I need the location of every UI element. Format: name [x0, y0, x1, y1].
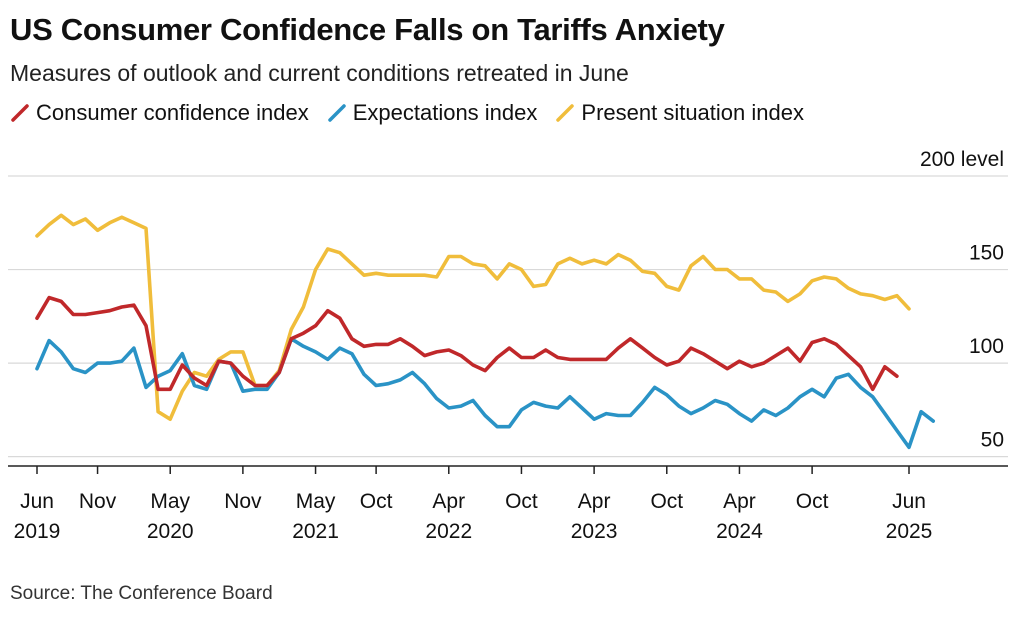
x-tick-label-2021-10: Oct [360, 490, 393, 513]
x-tick-label-2020-05: May [150, 490, 190, 513]
x-tick-label-2019-06: Jun [20, 490, 54, 513]
x-tick-year-2025: 2025 [886, 520, 933, 543]
x-tick-label-2022-04: Apr [432, 490, 465, 513]
x-tick-label-2022-10: Oct [505, 490, 538, 513]
x-tick-year-2020: 2020 [147, 520, 194, 543]
y-tick-label-200: 200 level [920, 148, 1004, 171]
x-tick-label-2024-04: Apr [723, 490, 756, 513]
y-axis-labels: 200 level 150 100 50 [920, 148, 1004, 452]
series-line-expectations-index [35, 336, 936, 450]
x-tick-year-2022: 2022 [425, 520, 472, 543]
x-tick-year-2021: 2021 [292, 520, 339, 543]
x-tick-label-2023-10: Oct [650, 490, 683, 513]
x-tick-label-2021-05: May [296, 490, 336, 513]
y-tick-label-100: 100 [969, 335, 1004, 358]
chart-legend: Consumer confidence index Expectations i… [10, 100, 804, 126]
x-tick-label-2019-11: Nov [79, 490, 117, 513]
x-tick-label-2023-04: Apr [578, 490, 611, 513]
legend-item-expectations: Expectations index [327, 100, 538, 126]
x-tick-year-2024: 2024 [716, 520, 763, 543]
legend-swatch-present-situation [556, 104, 575, 122]
series-line-present-situation-index [35, 213, 911, 422]
series-lines [35, 213, 936, 450]
legend-item-present-situation: Present situation index [555, 100, 804, 126]
x-axis: Jun 2019 Nov May 2020 Nov May 2021 Oct Apr 2022 Oct… [8, 465, 1008, 543]
chart-subtitle: Measures of outlook and current conditio… [10, 60, 629, 86]
y-tick-label-150: 150 [969, 242, 1004, 265]
x-tick-label-2025-06: Jun [892, 490, 926, 513]
legend-swatch-expectations [327, 104, 346, 122]
series-line-consumer-confidence-index [35, 295, 899, 392]
x-tick-year-2023: 2023 [571, 520, 618, 543]
legend-label-present-situation: Present situation index [581, 100, 804, 125]
legend-swatch-consumer-confidence [11, 104, 29, 122]
gridlines [8, 175, 1008, 458]
legend-item-consumer-confidence: Consumer confidence index [10, 100, 309, 126]
source-note: Source: The Conference Board [10, 583, 273, 604]
x-tick-label-2024-10: Oct [796, 490, 829, 513]
y-tick-label-50: 50 [981, 429, 1004, 452]
x-tick-label-2020-11: Nov [224, 490, 262, 513]
chart-title: US Consumer Confidence Falls on Tariffs … [10, 12, 725, 47]
x-tick-year-2019: 2019 [14, 520, 61, 543]
legend-label-expectations: Expectations index [352, 100, 538, 125]
legend-label-consumer-confidence: Consumer confidence index [36, 100, 309, 125]
